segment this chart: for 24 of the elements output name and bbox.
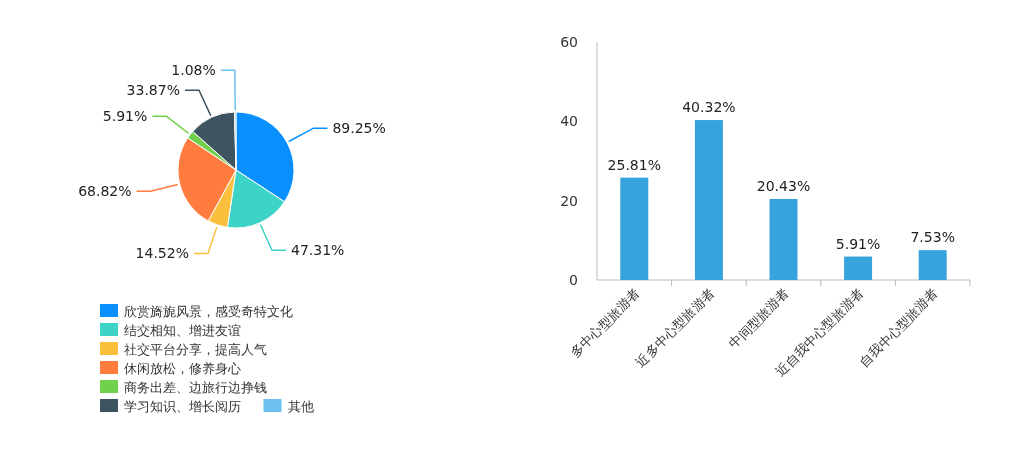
- data-label: 47.31%: [290, 242, 345, 259]
- y-tick-label: 60: [560, 34, 578, 50]
- data-label: 5.91%: [835, 235, 881, 252]
- y-tick-label: 0: [569, 272, 578, 288]
- legend-label: 结交相知、增进友谊: [124, 323, 241, 338]
- legend-label: 学习知识、增长阅历: [124, 399, 241, 414]
- data-label: 25.81%: [607, 156, 661, 173]
- legend-label: 休闲放松，修养身心: [124, 361, 241, 376]
- data-label: 89.25%: [332, 120, 386, 137]
- y-tick-label: 40: [560, 113, 578, 130]
- legend-label: 社交平台分享，提高人气: [124, 342, 267, 357]
- x-tick-label: 中间型旅游者: [725, 285, 792, 352]
- data-label: 5.91%: [102, 108, 148, 125]
- legend-label: 其他: [287, 399, 314, 414]
- data-label: 68.82%: [78, 183, 132, 200]
- data-label: 20.43%: [756, 177, 811, 194]
- data-label: 7.53%: [910, 229, 955, 246]
- data-label: 1.08%: [171, 62, 216, 79]
- legend-label: 商务出差、边旅行边挣钱: [124, 380, 267, 395]
- data-label: 14.52%: [135, 245, 189, 262]
- data-label: 33.87%: [126, 82, 180, 99]
- data-label: 40.32%: [682, 99, 736, 116]
- y-tick-label: 20: [560, 192, 578, 209]
- legend-label: 欣赏旖旎风景，感受奇特文化: [124, 304, 293, 319]
